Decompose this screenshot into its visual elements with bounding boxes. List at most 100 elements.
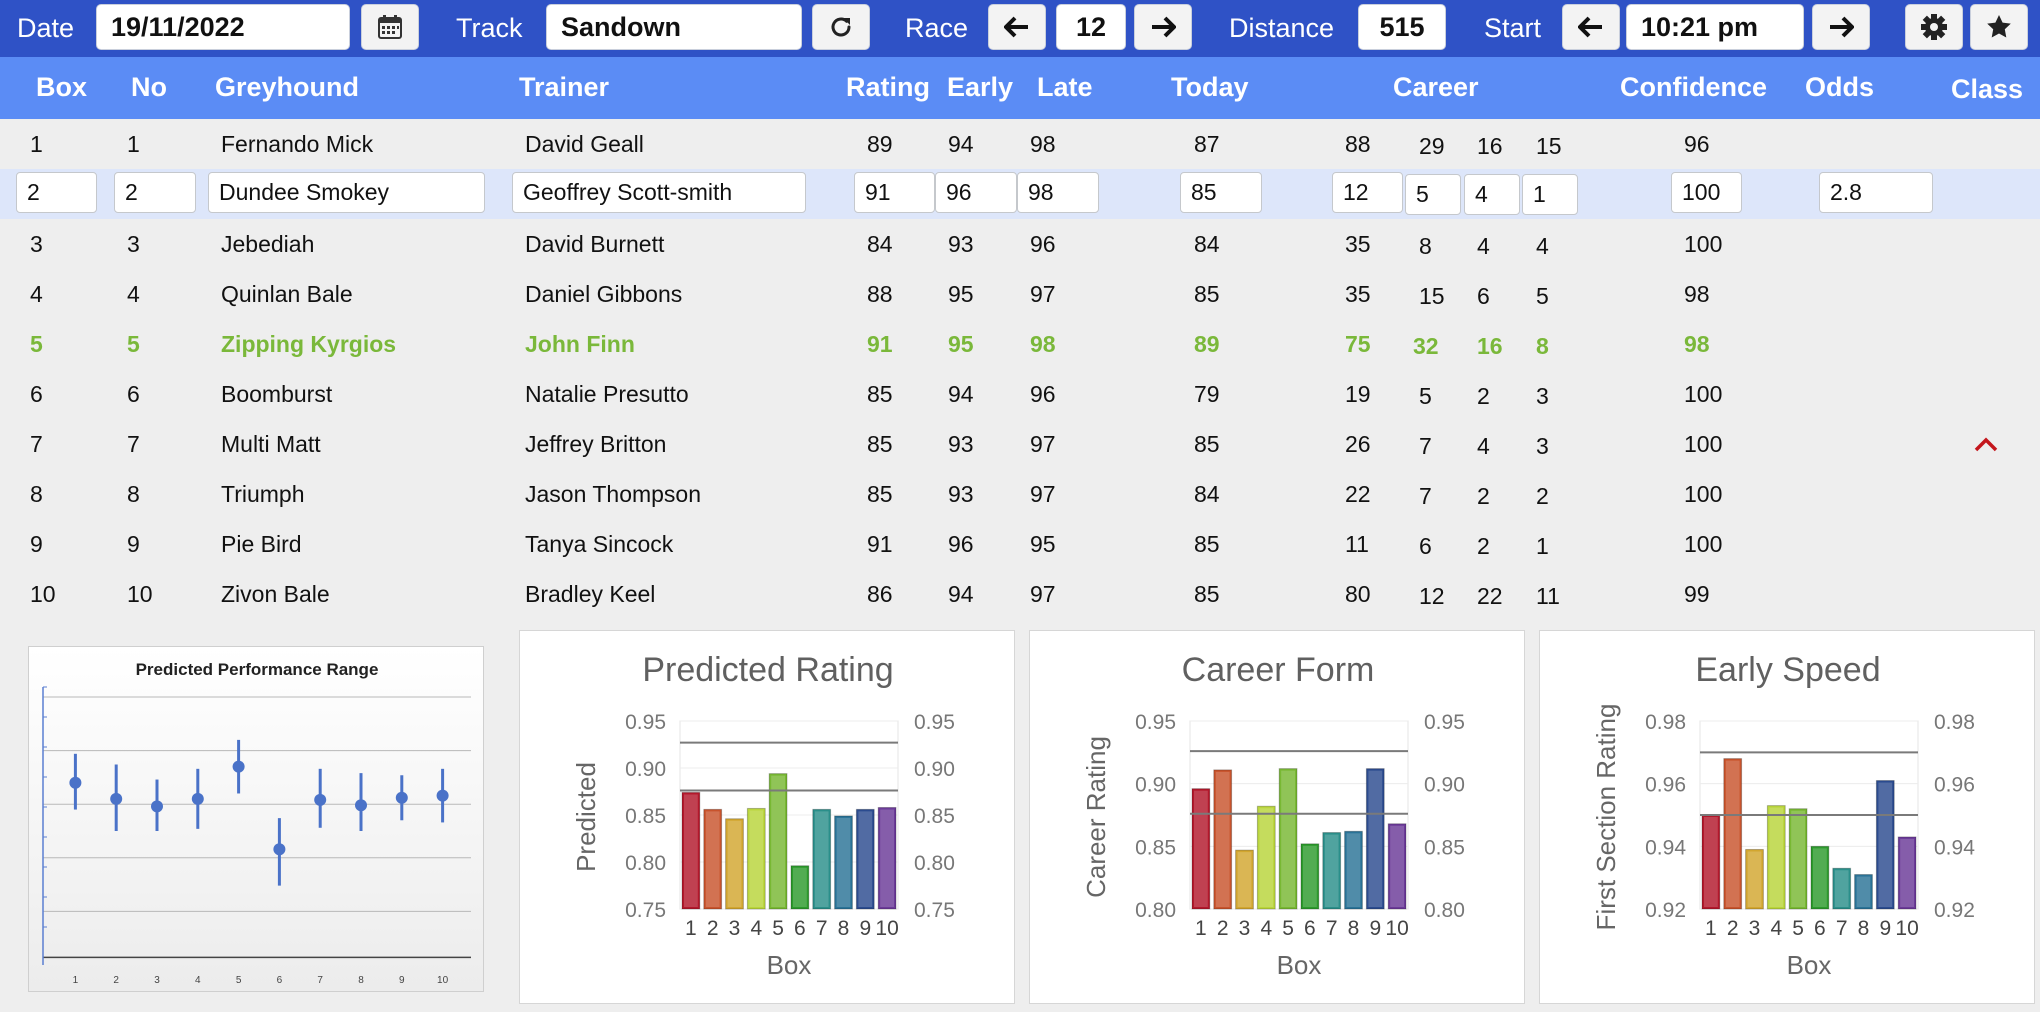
late-input[interactable]: 98 <box>1017 172 1099 213</box>
career-starts-input[interactable]: 12 <box>1332 172 1403 213</box>
career-wins-cell: 32 <box>1413 333 1439 359</box>
career-thirds-cell: 4 <box>1536 233 1549 259</box>
col-no[interactable]: No <box>131 72 167 102</box>
table-row[interactable]: 7 7 Multi Matt Jeffrey Britton 85 93 97 … <box>0 419 2040 469</box>
table-row-highlighted[interactable]: 5 5 Zipping Kyrgios John Finn 91 95 98 8… <box>0 319 2040 369</box>
bar <box>1322 832 1342 910</box>
col-rating[interactable]: Rating <box>846 72 930 102</box>
bar <box>1723 758 1743 910</box>
confidence-cell: 100 <box>1684 381 1723 407</box>
y-axis-label: Predicted <box>571 762 601 872</box>
x-tick-label: 1 <box>73 975 79 986</box>
col-box[interactable]: Box <box>36 72 88 102</box>
trainer-cell: Tanya Sincock <box>525 531 674 557</box>
race-input[interactable]: 12 <box>1056 4 1126 50</box>
rating-cell: 84 <box>867 231 893 257</box>
bar-gloss <box>749 810 764 907</box>
late-cell: 98 <box>1030 331 1056 357</box>
career-seconds-input[interactable]: 4 <box>1464 174 1520 215</box>
career-wins-input[interactable]: 5 <box>1405 174 1461 215</box>
no-cell: 9 <box>127 531 140 557</box>
table-row[interactable]: 3 3 Jebediah David Burnett 84 93 96 84 3… <box>0 219 2040 269</box>
career-seconds-cell: 16 <box>1477 133 1503 159</box>
x-tick-label: 5 <box>1282 917 1294 940</box>
col-career[interactable]: Career <box>1393 72 1479 102</box>
performance-range-chart: Predicted Performance Range 1 2 3 4 5 6 7 8 9 10 <box>28 646 484 992</box>
race-prev-button[interactable] <box>988 4 1046 50</box>
calendar-button[interactable] <box>361 4 419 50</box>
race-next-button[interactable] <box>1134 4 1192 50</box>
y-tick-label-left: 0.96 <box>1645 774 1686 797</box>
date-input[interactable]: 19/11/2022 <box>96 4 350 50</box>
x-tick-label: 7 <box>317 975 323 986</box>
col-odds[interactable]: Odds <box>1805 72 1875 102</box>
col-confidence[interactable]: Confidence <box>1620 72 1768 102</box>
col-early[interactable]: Early <box>947 72 1014 102</box>
bar <box>1766 805 1786 910</box>
early-input[interactable]: 96 <box>935 172 1017 213</box>
bar <box>855 808 875 910</box>
odds-input[interactable]: 2.8 <box>1819 172 1933 213</box>
data-point <box>273 843 286 856</box>
bar <box>877 806 897 910</box>
refresh-button[interactable] <box>812 4 870 50</box>
bar <box>834 815 853 910</box>
y-tick-label-right: 0.90 <box>914 758 955 781</box>
bar-gloss <box>1259 808 1274 907</box>
x-tick-label: 6 <box>1814 917 1826 940</box>
distance-input[interactable]: 515 <box>1358 4 1446 50</box>
performance-range-svg: Predicted Performance Range 1 2 3 4 5 6 7 8 9 10 <box>42 660 471 986</box>
today-input[interactable]: 85 <box>1180 172 1262 213</box>
bar-gloss <box>1390 825 1404 907</box>
y-tick-label-right: 0.95 <box>914 711 955 734</box>
table-row[interactable]: 8 8 Triumph Jason Thompson 85 93 97 84 2… <box>0 469 2040 519</box>
career-wins-cell: 15 <box>1419 283 1445 309</box>
box-input[interactable]: 2 <box>16 172 97 213</box>
bar <box>746 807 766 910</box>
y-tick-label-right: 0.98 <box>1934 711 1975 734</box>
greyhound-cell: Triumph <box>221 481 305 507</box>
early-cell: 94 <box>948 581 974 607</box>
x-tick-label: 10 <box>437 975 449 986</box>
table-row[interactable]: 4 4 Quinlan Bale Daniel Gibbons 88 95 97… <box>0 269 2040 319</box>
bar-gloss <box>705 811 720 907</box>
col-trainer[interactable]: Trainer <box>519 72 610 102</box>
confidence-input[interactable]: 100 <box>1671 172 1742 213</box>
greyhound-cell: Zivon Bale <box>221 581 330 607</box>
career-thirds-input[interactable]: 1 <box>1522 174 1578 215</box>
start-next-button[interactable] <box>1812 4 1870 50</box>
col-today[interactable]: Today <box>1171 72 1249 102</box>
trainer-input[interactable]: Geoffrey Scott-smith <box>512 172 806 213</box>
bar <box>1788 808 1808 910</box>
collapse-chevron-up-icon[interactable] <box>1973 435 1999 453</box>
bar-gloss <box>814 811 829 907</box>
favorite-button[interactable] <box>1970 4 2028 50</box>
bar-gloss <box>727 820 742 907</box>
bar <box>1213 769 1233 910</box>
table-row[interactable]: 1 1 Fernando Mick David Geall 89 94 98 8… <box>0 119 2040 169</box>
no-input[interactable]: 2 <box>114 172 196 213</box>
start-prev-button[interactable] <box>1562 4 1620 50</box>
col-late[interactable]: Late <box>1037 72 1093 102</box>
career-wins-cell: 8 <box>1419 233 1432 259</box>
no-cell: 4 <box>127 281 140 307</box>
career-seconds-cell: 4 <box>1477 433 1490 459</box>
rating-input[interactable]: 91 <box>854 172 935 213</box>
late-cell: 98 <box>1030 131 1056 157</box>
table-row[interactable]: 9 9 Pie Bird Tanya Sincock 91 96 95 85 1… <box>0 519 2040 569</box>
track-input[interactable]: Sandown <box>546 4 802 50</box>
table-row[interactable]: 6 6 Boomburst Natalie Presutto 85 94 96 … <box>0 369 2040 419</box>
table-row[interactable]: 10 10 Zivon Bale Bradley Keel 86 94 97 8… <box>0 569 2040 619</box>
settings-button[interactable] <box>1905 4 1963 50</box>
y-tick-label-left: 0.85 <box>1135 836 1176 859</box>
col-greyhound[interactable]: Greyhound <box>215 72 360 102</box>
confidence-cell: 100 <box>1684 481 1723 507</box>
rating-cell: 91 <box>867 531 893 557</box>
bar <box>1875 780 1895 910</box>
table-row-selected[interactable]: 2 2 Dundee Smokey Geoffrey Scott-smith 9… <box>0 169 2040 219</box>
greyhound-input[interactable]: Dundee Smokey <box>208 172 485 213</box>
start-time-input[interactable]: 10:21 pm <box>1626 4 1804 50</box>
career-seconds-cell: 6 <box>1477 283 1490 309</box>
box-cell: 5 <box>30 331 43 357</box>
col-class[interactable]: Class <box>1951 74 2024 104</box>
